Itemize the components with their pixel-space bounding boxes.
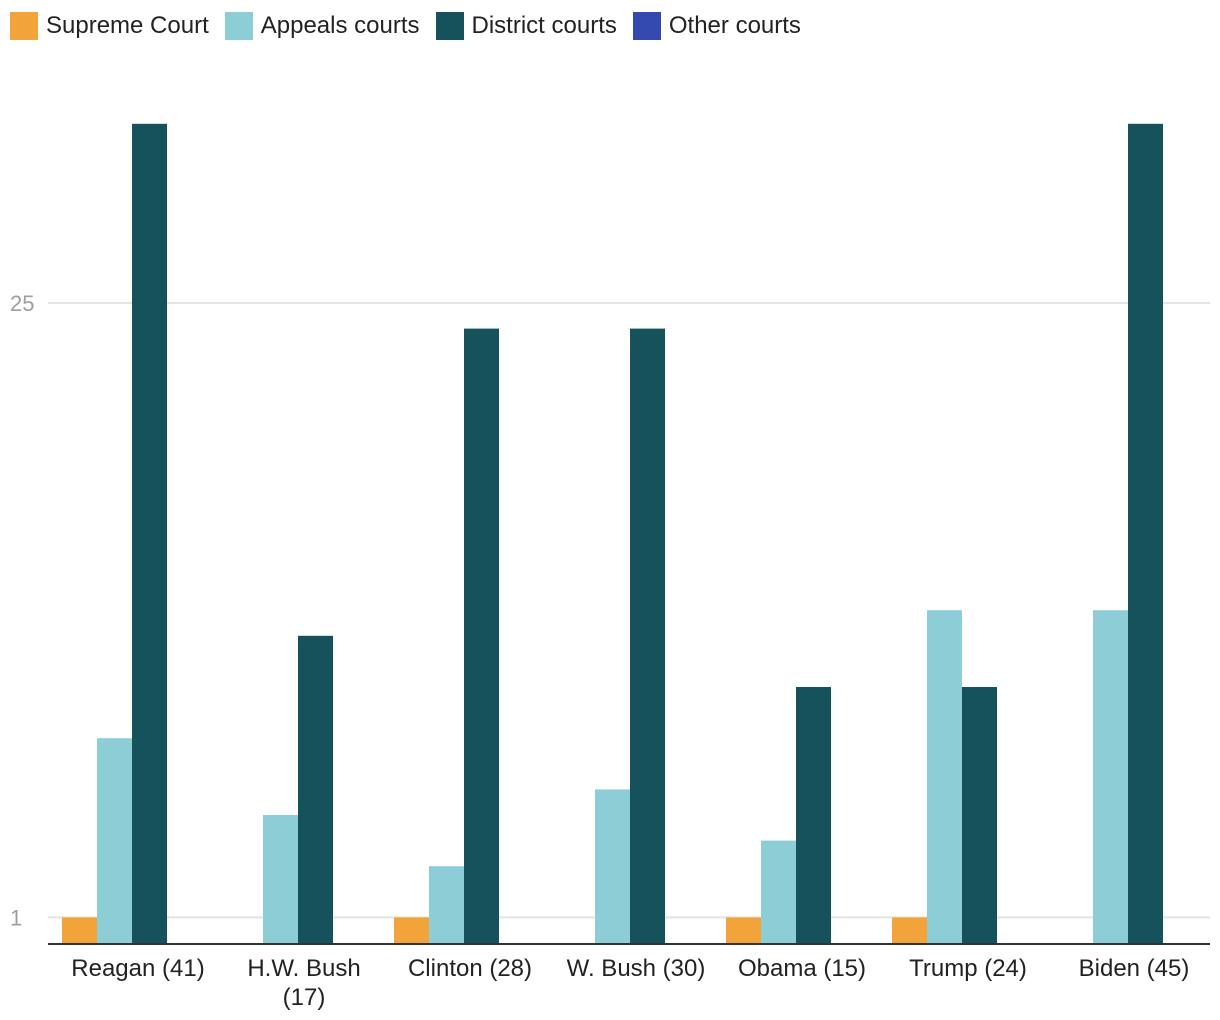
bar-clinton-28-district-courts[interactable] [464,328,499,944]
bar-trump-24-supreme-court[interactable] [892,917,927,943]
legend-label-other-courts: Other courts [668,12,801,39]
bar-obama-15-district-courts[interactable] [796,687,831,943]
bar-h-w-bush-district-courts[interactable] [298,635,333,943]
x-tick-label-reagan-41: Reagan (41) [71,955,204,982]
x-tick-label-w-bush-30: W. Bush (30) [567,955,706,982]
legend-label-appeals-courts: Appeals courts [260,12,420,39]
bar-reagan-41-supreme-court[interactable] [62,917,97,943]
legend-item-supreme-court[interactable]: Supreme Court [10,12,209,40]
x-tick-label-line: H.W. Bush [247,955,360,982]
x-tick-label-clinton-28: Clinton (28) [408,955,532,982]
x-tick-label-line: Reagan (41) [71,955,204,982]
legend-swatch-other-courts [632,12,661,40]
chart-legend: Supreme Court Appeals courts District co… [10,10,801,42]
x-tick-label-trump-24: Trump (24) [909,955,1027,982]
legend-swatch-appeals-courts [224,12,253,40]
bar-h-w-bush-appeals-courts[interactable] [263,815,298,943]
bar-trump-24-appeals-courts[interactable] [927,610,962,943]
bar-biden-45-district-courts[interactable] [1128,123,1163,944]
bar-obama-15-supreme-court[interactable] [726,917,761,943]
y-tick-label-25: 25 [10,291,34,316]
legend-item-appeals-courts[interactable]: Appeals courts [224,12,420,40]
legend-swatch-district-courts [435,12,464,40]
x-tick-label-biden-45: Biden (45) [1079,955,1190,982]
x-tick-label-line: W. Bush (30) [567,955,706,982]
bar-reagan-41-appeals-courts[interactable] [97,738,132,943]
bar-biden-45-appeals-courts[interactable] [1093,610,1128,943]
legend-label-district-courts: District courts [471,12,617,39]
x-tick-label-line: (17) [283,984,326,1011]
bar-trump-24-district-courts[interactable] [962,687,997,943]
x-tick-label-line: Biden (45) [1079,955,1190,982]
bar-w-bush-30-appeals-courts[interactable] [595,789,630,943]
y-tick-label-1: 1 [10,905,22,930]
legend-item-district-courts[interactable]: District courts [435,12,617,40]
x-tick-label-line: Trump (24) [909,955,1027,982]
x-tick-label-line: Obama (15) [738,955,866,982]
x-tick-label-obama-15: Obama (15) [738,955,866,982]
x-tick-label-h-w-bush: H.W. Bush (17) [247,955,360,1011]
legend-item-other-courts[interactable]: Other courts [632,12,801,40]
bar-clinton-28-supreme-court[interactable] [394,917,429,943]
bar-obama-15-appeals-courts[interactable] [761,840,796,943]
x-tick-label-line: Clinton (28) [408,955,532,982]
bar-w-bush-30-district-courts[interactable] [630,328,665,944]
bar-reagan-41-district-courts[interactable] [132,123,167,944]
legend-label-supreme-court: Supreme Court [46,12,209,39]
bar-clinton-28-appeals-courts[interactable] [429,866,464,943]
legend-swatch-supreme-court [10,12,38,40]
